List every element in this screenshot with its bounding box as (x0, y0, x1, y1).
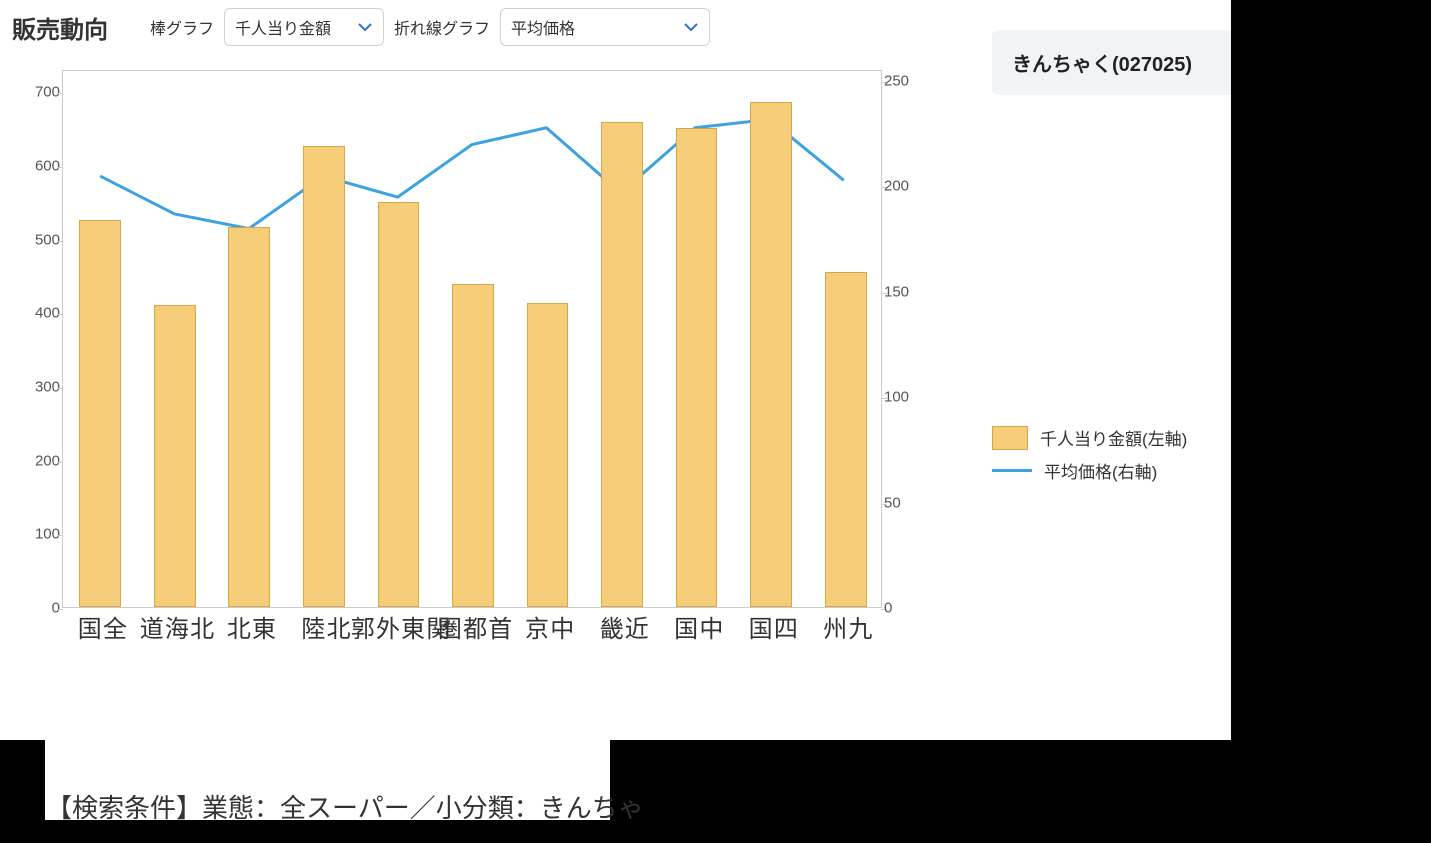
bar (825, 272, 867, 607)
x-axis-label: 東北 (223, 616, 273, 642)
search-conditions-text: 【検索条件】業態：全スーパー／小分類：きんちゃ (46, 788, 644, 825)
x-axis-label: 首都圏 (434, 616, 510, 642)
y-left-tick: 300 (12, 378, 60, 395)
bar (378, 202, 420, 607)
x-axis-label: 中京 (521, 616, 571, 642)
bar-series-dropdown[interactable]: 千人当り金額 (224, 8, 384, 46)
black-overlay (1231, 0, 1431, 843)
y-right-tick: 100 (884, 389, 932, 406)
line-series-dropdown[interactable]: 平均価格 (500, 8, 710, 46)
bar (527, 303, 569, 607)
product-tag[interactable]: きんちゃく(027025) (992, 30, 1252, 95)
y-right-tick: 250 (884, 72, 932, 89)
x-axis-label: 全国 (74, 616, 124, 642)
bar (154, 305, 196, 607)
legend-swatch-line (992, 469, 1032, 472)
chart-controls-row: 販売動向 棒グラフ 千人当り金額 折れ線グラフ 平均価格 (12, 8, 952, 46)
line-dropdown-label: 折れ線グラフ (394, 15, 490, 39)
y-right-tick: 200 (884, 178, 932, 195)
bar (750, 102, 792, 607)
page-title: 販売動向 (12, 10, 108, 45)
y-left-tick: 0 (12, 600, 60, 617)
y-left-tick: 600 (12, 157, 60, 174)
bar-dropdown-value: 千人当り金額 (235, 15, 331, 39)
x-axis-label: 北海道 (136, 616, 212, 642)
x-axis-label: 中国 (670, 616, 720, 642)
bar (452, 284, 494, 607)
y-left-tick: 700 (12, 84, 60, 101)
line-dropdown-value: 平均価格 (511, 15, 575, 39)
x-axis-label: 四国 (745, 616, 795, 642)
y-left-tick: 400 (12, 305, 60, 322)
x-axis-label: 近畿 (596, 616, 646, 642)
y-right-tick: 150 (884, 283, 932, 300)
chevron-down-icon (357, 19, 373, 35)
sales-trend-chart: 0 100 200 300 400 500 600 700 0 50 100 150 200 250 全… (12, 60, 932, 760)
chart-legend: 千人当り金額(左軸) 平均価格(右軸) (992, 425, 1252, 483)
legend-swatch-bar (992, 426, 1028, 450)
chevron-down-icon (683, 19, 699, 35)
y-left-tick: 100 (12, 526, 60, 543)
legend-label-line: 平均価格(右軸) (1044, 458, 1157, 483)
y-left-tick: 500 (12, 231, 60, 248)
y-axis-left: 0100200300400500600700 (12, 70, 60, 608)
bar (303, 146, 345, 607)
legend-item-bar: 千人当り金額(左軸) (992, 425, 1252, 450)
y-left-tick: 200 (12, 452, 60, 469)
y-axis-right: 050100150200250 (884, 70, 932, 608)
legend-label-bar: 千人当り金額(左軸) (1040, 425, 1187, 450)
chart-plot-area (62, 70, 882, 608)
y-right-tick: 0 (884, 600, 932, 617)
legend-item-line: 平均価格(右軸) (992, 458, 1252, 483)
bar (79, 220, 121, 607)
bar (228, 227, 270, 607)
bar (601, 122, 643, 607)
x-axis-label: 北陸 (298, 616, 348, 642)
y-right-tick: 50 (884, 494, 932, 511)
bar-dropdown-label: 棒グラフ (150, 15, 214, 39)
bar (676, 128, 718, 607)
x-axis-label: 九州 (820, 616, 870, 642)
